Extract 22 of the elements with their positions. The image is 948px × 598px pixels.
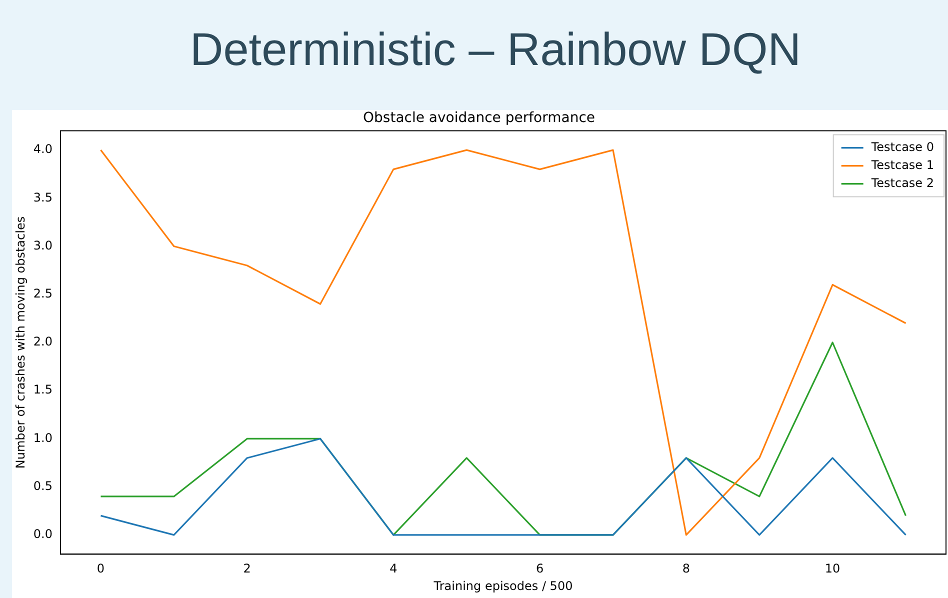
x-tick-label: 8 [682, 562, 690, 576]
x-tick-label: 10 [824, 562, 840, 576]
y-tick-label: 4.0 [33, 142, 52, 156]
y-axis-title: Number of crashes with moving obstacles [13, 216, 28, 469]
x-tick-label: 6 [536, 562, 544, 576]
legend-label: Testcase 1 [870, 158, 934, 172]
y-tick-label: 2.5 [33, 286, 52, 301]
y-tick-label: 3.0 [33, 238, 52, 252]
x-tick-label: 4 [390, 562, 398, 576]
x-tick-label: 2 [243, 562, 251, 576]
y-tick-label: 1.0 [33, 430, 52, 445]
y-tick-label: 0.5 [33, 478, 52, 493]
legend-label: Testcase 0 [870, 140, 934, 154]
legend-label: Testcase 2 [870, 176, 934, 190]
y-tick-label: 3.5 [33, 190, 52, 204]
x-axis-title: Training episodes / 500 [432, 578, 573, 593]
y-tick-label: 1.5 [33, 382, 52, 397]
chart-title: Deterministic – Rainbow DQN [190, 22, 801, 76]
chart-subtitle: Obstacle avoidance performance [363, 110, 595, 126]
x-tick-label: 0 [96, 562, 105, 576]
y-tick-label: 0.0 [33, 527, 52, 542]
y-tick-label: 2.0 [33, 334, 52, 349]
